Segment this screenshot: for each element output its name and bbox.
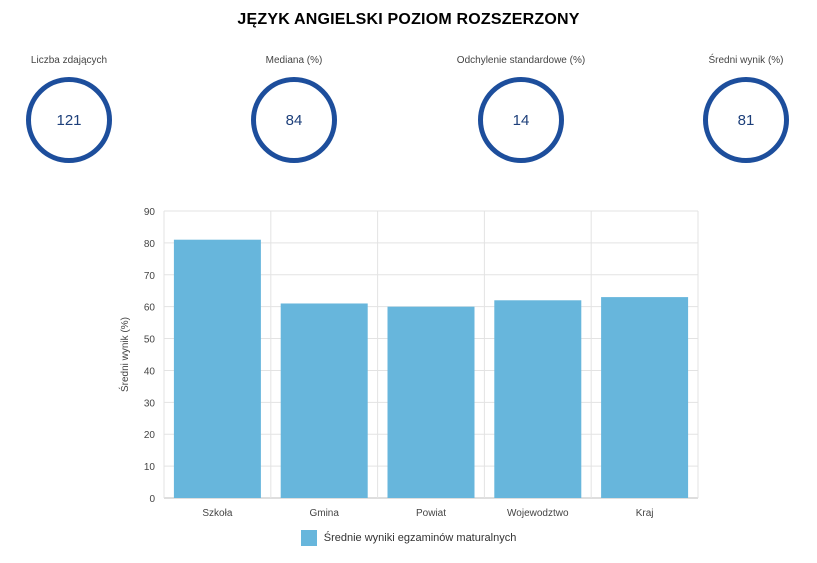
chart-legend[interactable]: Średnie wyniki egzaminów maturalnych xyxy=(0,530,817,546)
y-tick-label: 80 xyxy=(144,239,156,250)
bar xyxy=(173,239,261,498)
bar xyxy=(601,297,689,498)
legend-swatch xyxy=(300,530,317,546)
stat-label: Liczba zdających xyxy=(30,55,108,66)
y-tick-label: 10 xyxy=(144,462,156,473)
bar xyxy=(280,303,368,498)
y-tick-label: 50 xyxy=(144,335,156,346)
stat-value: 81 xyxy=(737,111,755,129)
y-tick-label: 90 xyxy=(144,207,156,218)
y-tick-label: 0 xyxy=(149,494,155,505)
x-tick-label: Wojewodztwo xyxy=(507,508,569,519)
x-tick-label: Gmina xyxy=(309,508,339,519)
bar xyxy=(387,306,475,498)
stat-card: Liczba zdających 121 xyxy=(0,54,159,163)
y-tick-label: 40 xyxy=(144,366,156,377)
stat-label: Średni wynik (%) xyxy=(708,55,784,66)
stat-value: 84 xyxy=(285,111,303,129)
y-tick-label: 60 xyxy=(144,303,156,314)
page-title: JĘZYK ANGIELSKI POZIOM ROZSZERZONY xyxy=(237,11,580,28)
stat-card: Odchylenie standardowe (%) 14 xyxy=(431,54,611,163)
stat-label: Mediana (%) xyxy=(265,55,323,66)
stat-ring: 84 xyxy=(251,77,337,163)
stat-value: 121 xyxy=(56,111,82,129)
x-tick-label: Szkoła xyxy=(202,508,232,519)
y-axis-label: Średni wynik (%) xyxy=(118,317,131,392)
stat-label: Odchylenie standardowe (%) xyxy=(456,55,586,66)
x-tick-label: Kraj xyxy=(636,508,654,519)
y-tick-label: 70 xyxy=(144,271,156,282)
stat-value: 14 xyxy=(512,111,530,129)
stat-ring: 14 xyxy=(478,77,564,163)
y-tick-label: 30 xyxy=(144,398,156,409)
legend-label: Średnie wyniki egzaminów maturalnych xyxy=(323,532,517,544)
stat-card: Mediana (%) 84 xyxy=(204,54,384,163)
stat-ring: 121 xyxy=(26,77,112,163)
x-tick-label: Powiat xyxy=(416,508,446,519)
y-tick-label: 20 xyxy=(144,430,156,441)
stat-ring: 81 xyxy=(703,77,789,163)
bar xyxy=(494,300,582,498)
stat-card: Średni wynik (%) 81 xyxy=(656,54,817,163)
